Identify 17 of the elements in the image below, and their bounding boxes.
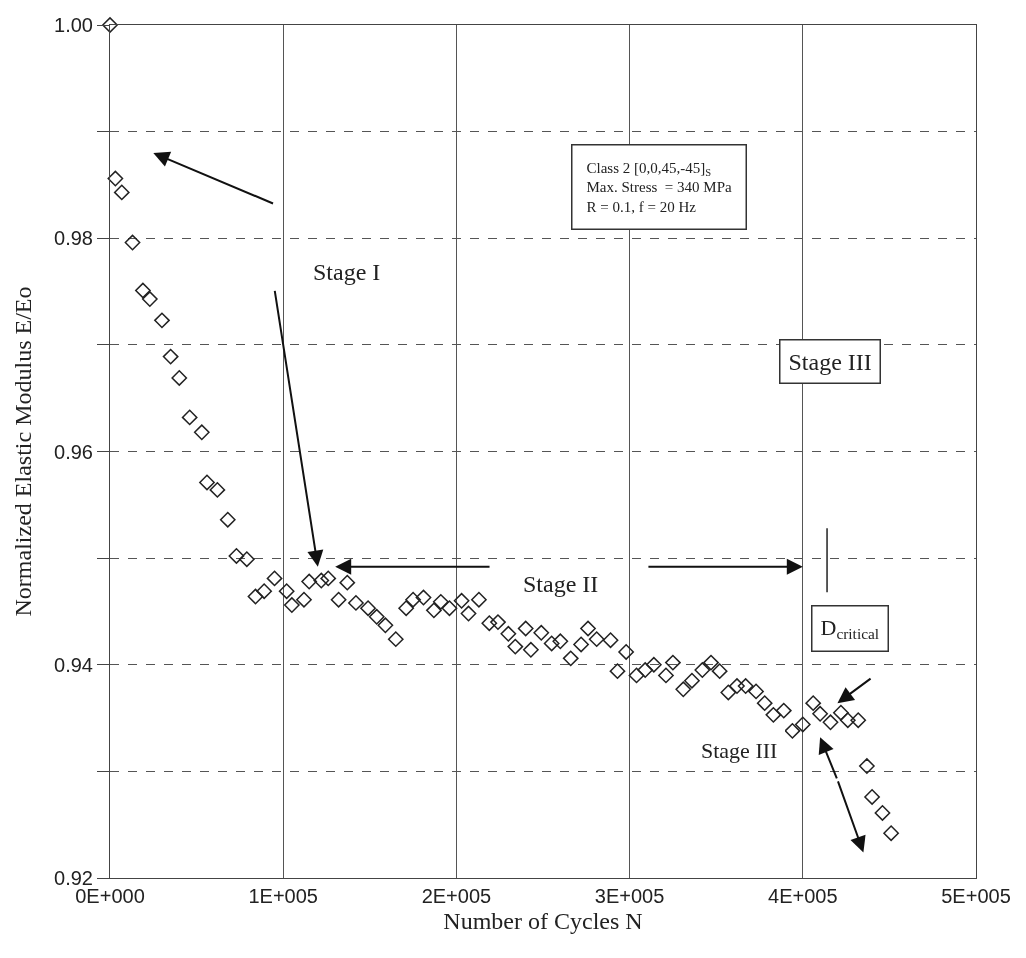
x-tick-label: 3E+005 — [594, 885, 665, 907]
x-axis-title: Number of Cycles N — [443, 908, 643, 935]
annotation: Stage III — [701, 738, 778, 763]
annotation: Class 2 [0,0,45,-45]$_{S}$ Max. Stress = 340 MPa R = 0.1, f = 20 Hz — [586, 159, 732, 215]
annotation: Stage III — [788, 348, 872, 375]
annotation: D$_{critical}$ — [820, 614, 880, 643]
x-tick-label: 5E+005 — [941, 885, 1011, 907]
x-tick-label: 2E+005 — [421, 885, 492, 907]
y-tick-label: 1.00 — [54, 14, 93, 36]
annotation: Stage II — [523, 571, 599, 597]
annotation: Stage I — [313, 259, 381, 285]
y-tick-label: 0.94 — [54, 653, 93, 676]
x-tick-label: 4E+005 — [768, 885, 838, 907]
x-tick-label: 1E+005 — [248, 885, 318, 907]
y-axis-title: Normalized Elastic Modulus E/Eo — [10, 286, 37, 617]
y-tick-label: 0.96 — [54, 440, 93, 463]
y-tick-label: 0.98 — [54, 227, 93, 250]
